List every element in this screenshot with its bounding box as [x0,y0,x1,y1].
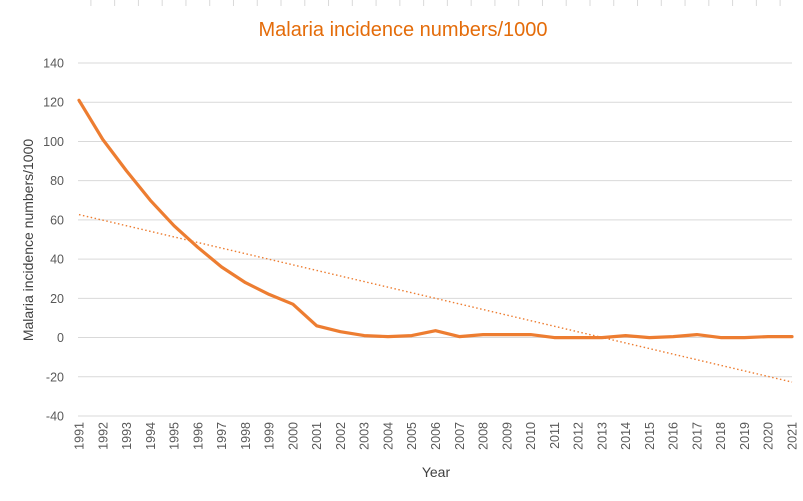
x-tick-label: 1999 [263,422,277,450]
y-tick-label: -40 [46,410,64,424]
x-tick-label: 2005 [405,422,419,450]
x-tick-label: 1997 [215,422,229,450]
y-tick-label: 100 [43,135,64,149]
series-line [77,98,794,340]
x-tick-label: 2007 [453,422,467,450]
x-axis-ticks: 1991 1992 1993 1994 1995 1996 1997 1998 1999 2000… [73,422,800,450]
x-tick-label: 2008 [477,422,491,450]
y-tick-label: -20 [46,370,64,384]
y-tick-label: 20 [50,292,64,306]
x-tick-label: 2020 [762,422,776,450]
x-tick-label: 1994 [144,422,158,450]
x-tick-label: 1998 [239,422,253,450]
x-tick-label: 2013 [595,422,609,450]
y-tick-label: 80 [50,174,64,188]
x-tick-label: 2017 [690,422,704,450]
y-tick-label: 60 [50,213,64,227]
y-axis-label: Malaria incidence numbers/1000 [20,139,36,342]
x-tick-label: 1993 [120,422,134,450]
x-tick-label: 2015 [643,422,657,450]
y-tick-label: 140 [43,57,64,71]
x-tick-label: 2012 [572,422,586,450]
x-tick-label: 1996 [191,422,205,450]
x-tick-label: 2009 [500,422,514,450]
x-tick-label: 2016 [667,422,681,450]
chart-title: Malaria incidence numbers/1000 [258,19,547,41]
x-tick-label: 2006 [429,422,443,450]
y-tick-label: 40 [50,253,64,267]
x-tick-label: 2003 [358,422,372,450]
x-tick-label: 2019 [738,422,752,450]
x-tick-label: 2021 [786,422,800,450]
x-tick-label: 2018 [714,422,728,450]
x-tick-label: 1991 [73,422,87,450]
x-tick-label: 1992 [96,422,110,450]
x-tick-label: 2000 [286,422,300,450]
x-tick-label: 2002 [334,422,348,450]
x-tick-label: 2010 [524,422,538,450]
gridlines [78,0,792,417]
x-tick-label: 1995 [168,422,182,450]
series-layer [77,98,794,340]
y-tick-label: 0 [57,331,64,345]
x-tick-label: 2014 [619,422,633,450]
x-tick-label: 2001 [310,422,324,450]
y-axis-ticks: 140 120 100 80 60 40 20 0 -20 -40 [43,57,64,424]
x-tick-label: 2004 [381,422,395,450]
x-axis-label: Year [422,464,451,480]
x-tick-label: 2011 [548,422,562,449]
y-tick-label: 120 [43,96,64,110]
